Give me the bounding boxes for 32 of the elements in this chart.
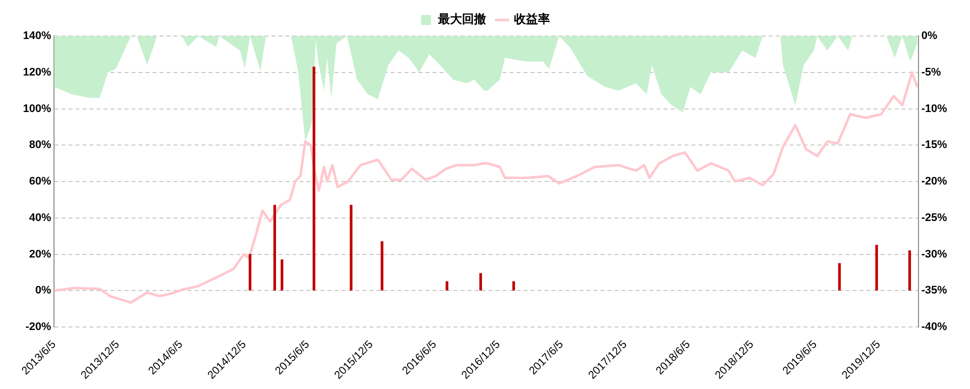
bar — [380, 241, 384, 291]
y2-tick-label: -20% — [921, 176, 948, 188]
y-tick-label: 0% — [35, 284, 52, 297]
y2-tick-label: -30% — [921, 248, 948, 260]
y-tick-label: 120% — [22, 66, 52, 78]
bar — [280, 259, 284, 291]
y2-tick-label: -10% — [921, 102, 948, 115]
bar — [479, 273, 482, 291]
bar — [273, 204, 276, 291]
bar — [248, 254, 252, 291]
legend-label: 收益率 — [514, 12, 550, 26]
y2-tick-label: -40% — [921, 321, 948, 334]
y-tick-label: 20% — [29, 248, 52, 260]
y2-tick-label: -25% — [921, 212, 948, 224]
y-tick-label: 80% — [29, 139, 52, 152]
bar — [350, 204, 352, 291]
bar — [446, 281, 448, 291]
bar — [875, 244, 878, 291]
y2-tick-label: 0% — [921, 30, 938, 42]
y2-tick-label: -15% — [921, 139, 948, 152]
y-tick-label: 60% — [29, 176, 52, 188]
bar — [908, 250, 911, 291]
bar — [312, 66, 316, 291]
legend-label: 最大回撤 — [437, 12, 486, 26]
y-tick-label: 100% — [22, 102, 52, 115]
y-tick-label: -20% — [25, 321, 52, 334]
y-tick-label: 140% — [22, 30, 52, 42]
y2-tick-label: -35% — [921, 284, 948, 297]
y-tick-label: 40% — [29, 212, 52, 224]
bar — [838, 263, 841, 291]
bar — [512, 281, 515, 291]
y2-tick-label: -5% — [921, 66, 942, 78]
